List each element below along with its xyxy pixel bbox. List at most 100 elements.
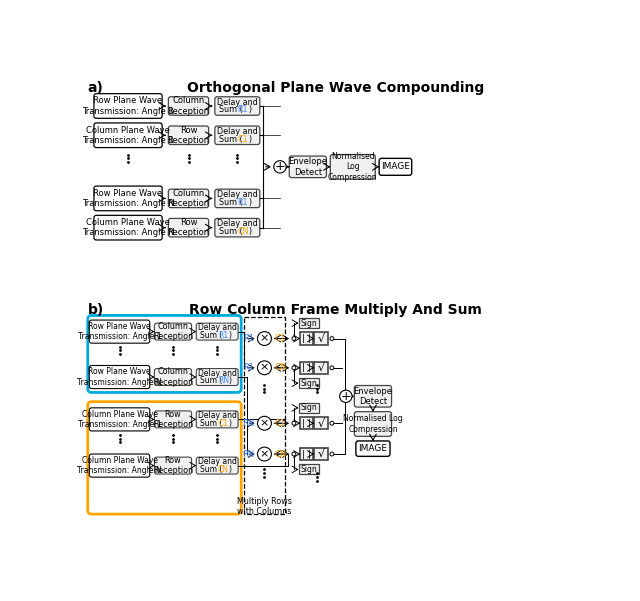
Circle shape (292, 337, 296, 340)
Circle shape (330, 337, 334, 340)
Text: Envelope
Detect: Envelope Detect (353, 386, 392, 406)
Text: R1: R1 (243, 334, 254, 343)
Text: IMAGE: IMAGE (358, 444, 387, 453)
Text: √: √ (317, 363, 324, 373)
Circle shape (257, 416, 271, 430)
Text: Sign: Sign (300, 403, 317, 412)
Text: | |: | | (302, 363, 311, 372)
Text: C1: C1 (275, 334, 285, 343)
FancyBboxPatch shape (154, 411, 191, 428)
Bar (300, 448, 312, 460)
Text: CN: CN (275, 363, 287, 372)
FancyBboxPatch shape (356, 441, 390, 456)
FancyBboxPatch shape (154, 457, 191, 474)
Text: Sum (: Sum ( (200, 465, 222, 474)
FancyBboxPatch shape (289, 156, 326, 178)
Text: ): ) (248, 198, 252, 207)
Text: R1: R1 (218, 331, 228, 340)
Text: Sum (: Sum ( (200, 419, 222, 428)
FancyBboxPatch shape (196, 457, 238, 474)
FancyBboxPatch shape (330, 154, 375, 179)
Text: ×: × (260, 449, 269, 459)
Bar (298, 378, 319, 388)
Bar (244, 317, 285, 514)
Text: CN: CN (275, 450, 287, 459)
Text: Sum (: Sum ( (200, 376, 222, 385)
Circle shape (274, 160, 286, 173)
Text: Column Plane Wave
Transmission: Angle N: Column Plane Wave Transmission: Angle N (77, 456, 162, 475)
Text: Sum (: Sum ( (220, 105, 243, 114)
Text: Column Plane Wave
Transmission: Angle N: Column Plane Wave Transmission: Angle N (82, 218, 175, 237)
FancyBboxPatch shape (90, 408, 150, 431)
Circle shape (292, 366, 296, 370)
Text: Delay and: Delay and (198, 457, 237, 466)
Text: R1: R1 (243, 363, 254, 372)
Text: Sign: Sign (300, 465, 317, 474)
Bar (298, 465, 319, 474)
Text: √: √ (317, 334, 324, 344)
Text: Delay and: Delay and (217, 97, 258, 106)
Text: ): ) (229, 331, 232, 340)
FancyBboxPatch shape (154, 323, 191, 340)
Bar (244, 317, 285, 514)
Text: ×: × (260, 418, 269, 429)
Text: ×: × (260, 363, 269, 373)
Text: ): ) (229, 465, 232, 474)
FancyBboxPatch shape (168, 218, 209, 237)
FancyBboxPatch shape (90, 320, 150, 343)
Text: Column
Reception: Column Reception (153, 367, 193, 386)
Text: IMAGE: IMAGE (381, 162, 410, 171)
FancyBboxPatch shape (154, 368, 191, 385)
Text: Row Plane Wave
Transmission: Angle 1: Row Plane Wave Transmission: Angle 1 (77, 322, 161, 341)
FancyBboxPatch shape (168, 97, 209, 115)
Bar (314, 417, 328, 429)
Text: Orthogonal Plane Wave Compounding: Orthogonal Plane Wave Compounding (187, 81, 484, 96)
Text: Sum (: Sum ( (220, 135, 243, 144)
Circle shape (257, 332, 271, 346)
Text: Normalised
Log
Compression: Normalised Log Compression (328, 152, 378, 182)
Bar (314, 362, 328, 374)
Text: ): ) (248, 105, 252, 114)
FancyBboxPatch shape (168, 189, 209, 207)
Bar (300, 332, 312, 345)
Text: | |: | | (302, 419, 311, 428)
Circle shape (257, 361, 271, 375)
FancyBboxPatch shape (94, 94, 162, 118)
Text: CN: CN (218, 465, 229, 474)
Text: √: √ (317, 418, 324, 429)
Text: Row Plane Wave
Transmission: Angle N: Row Plane Wave Transmission: Angle N (82, 189, 175, 208)
Text: Column
Reception: Column Reception (168, 189, 209, 208)
FancyBboxPatch shape (94, 215, 162, 240)
Text: +: + (275, 160, 285, 173)
Circle shape (340, 390, 352, 403)
Text: Sum (: Sum ( (220, 227, 243, 236)
Text: ): ) (248, 227, 252, 236)
Text: Sign: Sign (300, 319, 317, 328)
FancyBboxPatch shape (215, 218, 260, 237)
Circle shape (330, 452, 334, 456)
Text: RN: RN (242, 450, 254, 459)
Text: Delay and: Delay and (198, 368, 237, 377)
Circle shape (257, 447, 271, 461)
Text: Delay and: Delay and (217, 190, 258, 199)
Text: Normalised Log
Compression: Normalised Log Compression (343, 414, 403, 434)
Text: RN: RN (218, 376, 229, 385)
Text: CN: CN (237, 227, 248, 236)
Text: Delay and: Delay and (198, 323, 237, 332)
FancyBboxPatch shape (90, 454, 150, 477)
FancyBboxPatch shape (215, 189, 260, 207)
FancyBboxPatch shape (196, 411, 238, 428)
Text: a): a) (88, 81, 104, 96)
Text: R1: R1 (237, 198, 248, 207)
Text: Delay and: Delay and (217, 127, 258, 136)
Text: Multiply Rows
with Columns: Multiply Rows with Columns (237, 496, 292, 516)
Text: | |: | | (302, 450, 311, 459)
FancyBboxPatch shape (215, 126, 260, 144)
Text: ): ) (229, 419, 232, 428)
Text: Column Plane Wave
Transmission: Angle 1: Column Plane Wave Transmission: Angle 1 (77, 410, 161, 429)
Text: Delay and: Delay and (198, 411, 237, 420)
Circle shape (330, 366, 334, 370)
Text: Envelope
Detect: Envelope Detect (289, 157, 327, 177)
Text: Row Plane Wave
Transmission: Angle N: Row Plane Wave Transmission: Angle N (77, 367, 162, 386)
Text: +: + (340, 390, 351, 403)
